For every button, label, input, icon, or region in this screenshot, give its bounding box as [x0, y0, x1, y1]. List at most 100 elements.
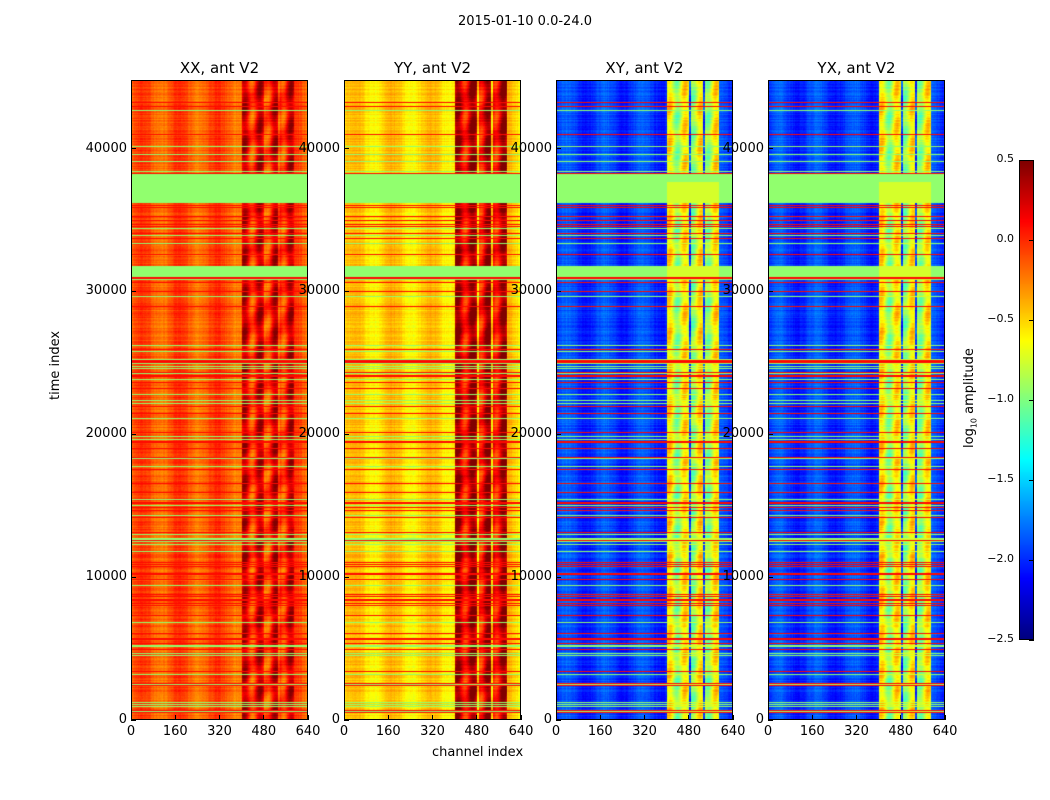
panel-title: XX, ant V2	[179, 59, 260, 77]
y-tick	[768, 148, 773, 150]
y-tick-label: 30000	[298, 283, 340, 299]
y-tick	[344, 719, 349, 721]
y-tick-label: 0	[118, 712, 127, 727]
x-tick-label: 640	[295, 724, 321, 739]
y-tick-label: 40000	[510, 140, 552, 156]
x-tick	[944, 715, 946, 720]
x-tick	[900, 715, 902, 720]
x-tick	[174, 715, 176, 720]
colorbar-tick-label: −0.5	[987, 312, 1014, 325]
x-tick	[555, 715, 557, 720]
heatmap-image	[345, 81, 520, 719]
y-tick-label: 20000	[510, 426, 552, 442]
y-tick-label: 20000	[298, 426, 340, 442]
panel-title: XY, ant V2	[605, 59, 684, 77]
x-tick-label: 0	[551, 724, 561, 739]
y-tick	[556, 290, 561, 292]
y-tick	[556, 719, 561, 721]
y-tick	[556, 148, 561, 150]
colorbar-tick	[1029, 639, 1034, 641]
x-tick	[688, 715, 690, 720]
y-tick	[344, 148, 349, 150]
figure-title: 2015-01-10 0.0-24.0	[458, 14, 592, 29]
y-tick-label: 10000	[510, 569, 552, 585]
heatmap-panel	[344, 80, 521, 720]
colorbar-tick	[1029, 559, 1034, 561]
y-tick	[344, 290, 349, 292]
y-tick	[344, 433, 349, 435]
y-tick-label: 30000	[510, 283, 552, 299]
colorbar-tick-label: −2.5	[987, 632, 1014, 645]
x-axis-label: channel index	[432, 745, 524, 760]
colorbar-tick	[1029, 319, 1034, 321]
x-tick-label: 640	[932, 724, 958, 739]
y-tick	[768, 433, 773, 435]
colorbar-tick-label: 0.0	[996, 232, 1015, 245]
y-tick-label: 0	[755, 712, 764, 727]
y-tick-label: 10000	[298, 569, 340, 585]
y-tick	[768, 290, 773, 292]
heatmap-image	[557, 81, 732, 719]
x-tick-label: 320	[844, 724, 869, 739]
x-tick	[732, 715, 734, 720]
x-tick-label: 160	[162, 724, 188, 739]
y-tick	[768, 719, 773, 721]
x-tick	[644, 715, 645, 720]
colorbar-tick-label: 0.5	[996, 152, 1015, 165]
y-tick-label: 20000	[722, 426, 764, 442]
x-tick-label: 160	[799, 724, 825, 739]
x-tick-label: 0	[339, 724, 349, 739]
y-tick	[131, 148, 136, 150]
x-tick	[263, 715, 265, 720]
y-tick-label: 30000	[85, 283, 127, 299]
colorbar-tick	[1029, 399, 1034, 401]
x-tick-label: 640	[508, 724, 534, 739]
x-tick-label: 640	[720, 724, 746, 739]
x-tick-label: 480	[888, 724, 914, 739]
y-tick-label: 40000	[298, 140, 340, 156]
x-tick	[476, 715, 478, 720]
x-tick	[387, 715, 389, 720]
x-tick-label: 160	[375, 724, 401, 739]
y-tick-label: 0	[331, 712, 340, 727]
heatmap-panel	[768, 80, 945, 720]
y-tick-label: 40000	[722, 140, 764, 156]
x-tick	[811, 715, 813, 720]
x-tick-label: 480	[464, 724, 490, 739]
colorbar-tick-label: −1.5	[987, 472, 1014, 485]
y-tick	[131, 576, 136, 578]
colorbar-gradient	[1020, 161, 1033, 639]
x-tick-label: 320	[420, 724, 445, 739]
x-tick-label: 160	[587, 724, 613, 739]
y-axis-label: time index	[48, 330, 63, 400]
y-tick	[556, 576, 561, 578]
y-tick	[768, 576, 773, 578]
x-tick-label: 480	[251, 724, 277, 739]
y-tick-label: 30000	[722, 283, 764, 299]
x-tick-label: 0	[763, 724, 773, 739]
colorbar-tick-label: −1.0	[987, 392, 1014, 405]
x-tick-label: 0	[126, 724, 136, 739]
x-tick	[856, 715, 857, 720]
y-tick-label: 20000	[85, 426, 127, 442]
y-tick-label: 10000	[85, 569, 127, 585]
panel-title: YX, ant V2	[817, 59, 896, 77]
colorbar-tick	[1029, 159, 1034, 161]
x-tick	[343, 715, 345, 720]
colorbar-tick-label: −2.0	[987, 552, 1014, 565]
heatmap-panel	[556, 80, 733, 720]
x-tick-label: 320	[632, 724, 657, 739]
y-tick	[131, 433, 136, 435]
x-tick	[767, 715, 769, 720]
x-tick-label: 320	[207, 724, 232, 739]
heatmap-panel	[131, 80, 308, 720]
heatmap-image	[769, 81, 944, 719]
y-tick	[131, 719, 136, 721]
panel-title: YY, ant V2	[393, 59, 471, 77]
y-tick-label: 10000	[722, 569, 764, 585]
colorbar-tick	[1029, 239, 1034, 241]
y-tick	[131, 290, 136, 292]
heatmap-image	[132, 81, 307, 719]
x-tick	[599, 715, 601, 720]
